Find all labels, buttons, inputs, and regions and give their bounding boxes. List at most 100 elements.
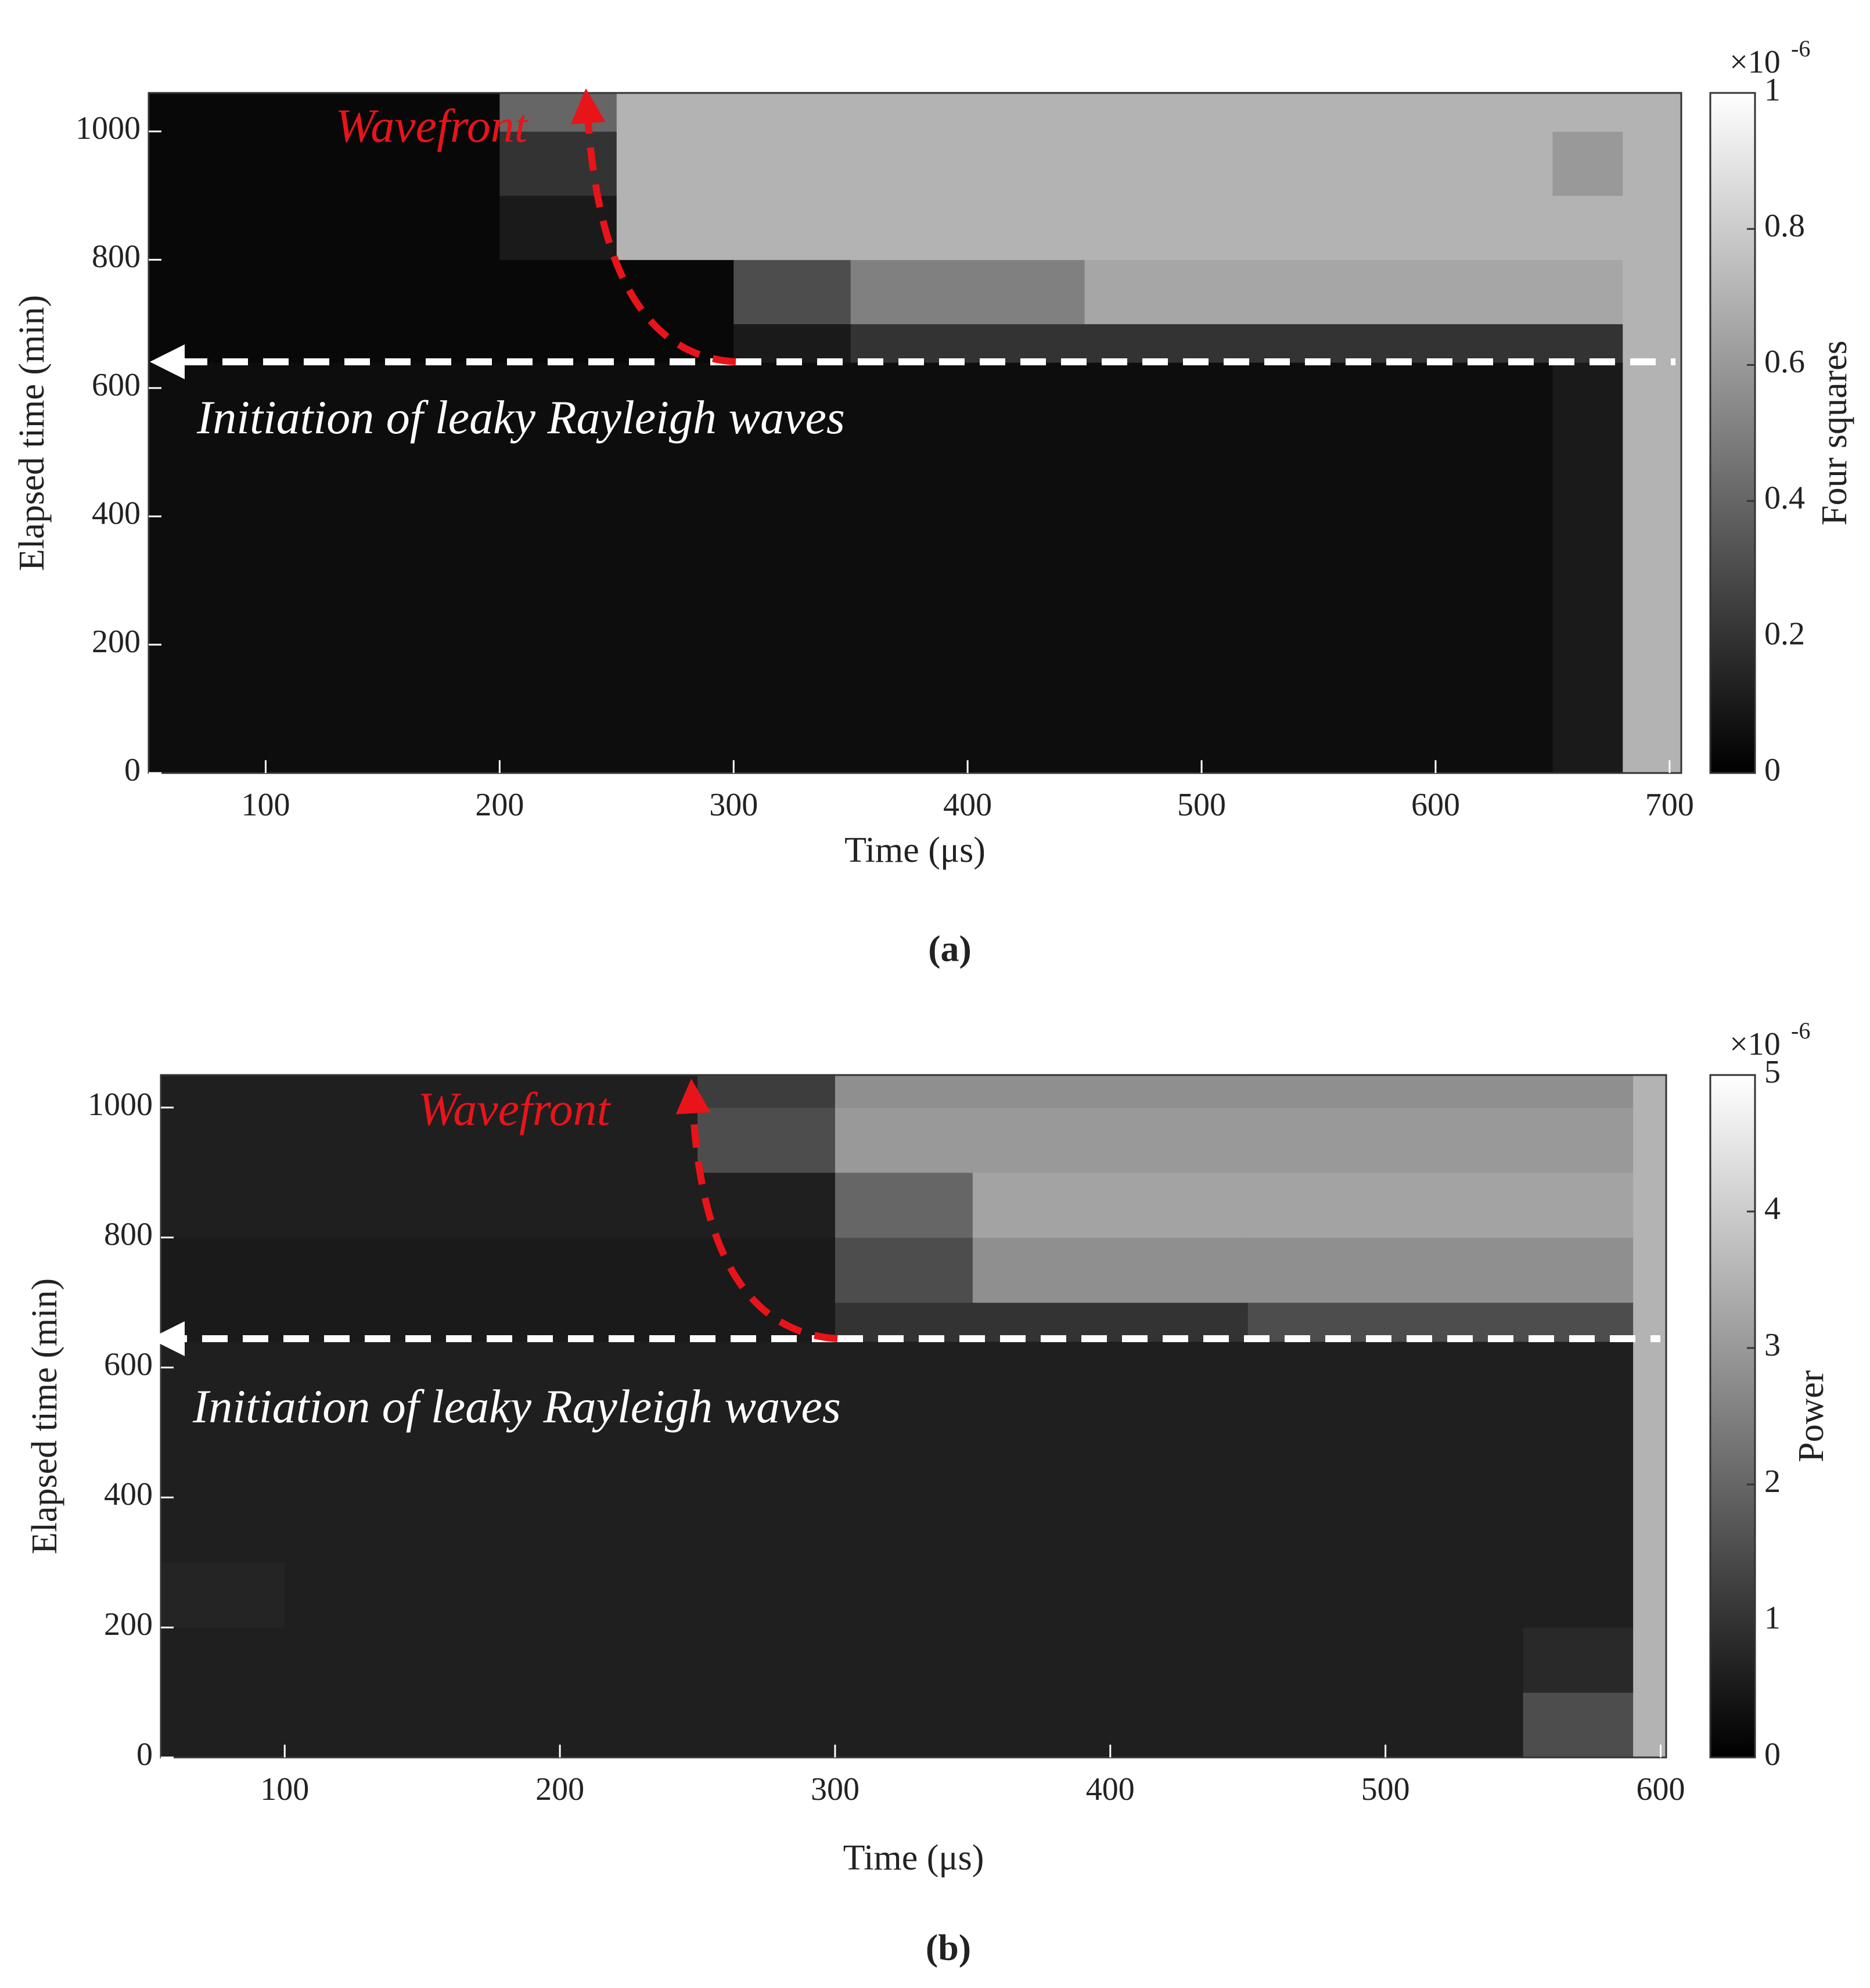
heatmap-cell [1385, 1562, 1524, 1628]
heatmap-cell [616, 93, 734, 132]
colorbar-multiplier: ×10 [1729, 1026, 1781, 1062]
heatmap-cell [149, 323, 266, 363]
heatmap-cell [972, 1237, 1111, 1303]
heatmap-cell [1552, 516, 1623, 581]
heatmap-cell [1084, 452, 1202, 517]
heatmap-cell [161, 1627, 285, 1693]
heatmap-cell [1202, 388, 1319, 453]
x-tick-label: 100 [241, 787, 290, 823]
heatmap-cell [1110, 1075, 1249, 1108]
heatmap-cell [285, 1237, 423, 1303]
x-tick-label: 600 [1637, 1771, 1685, 1807]
colorbar-label: Four squares [1815, 340, 1854, 526]
heatmap-cell [265, 93, 383, 132]
heatmap-cell [1523, 1692, 1634, 1758]
heatmap-cell [382, 195, 500, 260]
heatmap-cell [1385, 1627, 1524, 1693]
heatmap-cell [616, 131, 734, 196]
heatmap-cell [499, 709, 617, 774]
heatmap-cell [1247, 1107, 1386, 1173]
heatmap-cell [265, 260, 383, 325]
colorbar-label: Power [1792, 1370, 1831, 1462]
heatmap-cell [1247, 1341, 1386, 1368]
heatmap-cell [616, 516, 734, 581]
heatmap-cell [697, 1075, 836, 1108]
heatmap-cell [499, 260, 617, 325]
heatmap-cell [1385, 1107, 1524, 1173]
heatmap-cell [499, 362, 617, 389]
heatmap-cell [968, 131, 1085, 196]
heatmap-cell [265, 645, 383, 710]
heatmap-cell [972, 1497, 1111, 1563]
x-tick-label: 300 [811, 1771, 860, 1807]
heatmap-cell [1633, 1627, 1667, 1693]
heatmap-cell [1247, 1627, 1386, 1693]
heatmap-cell [285, 1107, 423, 1173]
heatmap-cell [285, 1692, 423, 1758]
heatmap-cell [697, 1627, 836, 1693]
heatmap-cell [1110, 1107, 1249, 1173]
heatmap-cell [1623, 362, 1682, 389]
heatmap-cell [697, 1497, 836, 1563]
heatmap-cell [1623, 131, 1682, 196]
heatmap-cell [1202, 131, 1319, 196]
panel: 100 200 300 400 500 600 700 0 200 400 600 800 1000 Ti… [12, 35, 1854, 969]
heatmap-cell [560, 1075, 698, 1108]
plot-frame [160, 1074, 1667, 1759]
heatmap-cell [1318, 388, 1436, 453]
heatmap-cell [161, 1341, 285, 1368]
wavefront-arrow [675, 1079, 838, 1342]
heatmap-cell [560, 1367, 698, 1433]
heatmap-cell [161, 1497, 285, 1563]
heatmap-cell [560, 1432, 698, 1498]
heatmap-cell [382, 131, 500, 196]
heatmap-cell [1084, 323, 1202, 363]
heatmap-cell [382, 323, 500, 363]
heatmap-cell [265, 388, 383, 453]
heatmap-cell [733, 195, 851, 260]
heatmap-cell [1318, 195, 1436, 260]
heatmap-cell [560, 1237, 698, 1303]
panel-label: (b) [926, 1927, 971, 1968]
heatmap-cell [149, 93, 266, 132]
heatmap-cell [616, 580, 734, 645]
heatmap-cell [968, 580, 1085, 645]
heatmap-cell [161, 1562, 285, 1628]
x-tick-label: 500 [1361, 1771, 1410, 1807]
heatmap-cell [850, 323, 968, 363]
heatmap-cell [1435, 709, 1553, 774]
heatmap-cell [1633, 1302, 1667, 1342]
heatmap-cell [850, 580, 968, 645]
colorbar-tick-label: 1 [1764, 1600, 1781, 1636]
heatmap-cell [149, 388, 266, 453]
x-axis-label: Time (μs) [843, 1838, 984, 1878]
heatmap-cell [972, 1562, 1111, 1628]
heatmap-cell [1633, 1341, 1667, 1368]
heatmap-cell [285, 1075, 423, 1108]
heatmap-cell [1247, 1497, 1386, 1563]
heatmap-cell [1202, 516, 1319, 581]
heatmap-cell [850, 195, 968, 260]
heatmap-cell [835, 1562, 973, 1628]
heatmap-cell [1318, 452, 1436, 517]
heatmap-cell [697, 1367, 836, 1433]
wavefront-label: Wavefront [418, 1083, 611, 1135]
heatmap-cell [1523, 1341, 1634, 1368]
heatmap-cell [149, 645, 266, 710]
heatmap-cell [1385, 1367, 1524, 1433]
x-tick-label: 300 [709, 787, 758, 823]
heatmap-cell [1435, 323, 1553, 363]
x-tick-label: 500 [1177, 787, 1226, 823]
heatmap-cell [733, 452, 851, 517]
heatmap-cell [1385, 1692, 1524, 1758]
heatmap-cell [161, 1692, 285, 1758]
heatmap-cell [835, 1107, 973, 1173]
x-tick-label: 100 [260, 1771, 309, 1807]
heatmap-cell [1552, 362, 1623, 389]
colorbar-tick-label: 5 [1764, 1054, 1781, 1090]
heatmap-cell [1552, 260, 1623, 325]
heatmap-cell [265, 131, 383, 196]
heatmap-cell [1523, 1432, 1634, 1498]
heatmap-cell [1318, 709, 1436, 774]
heatmap-cell [499, 580, 617, 645]
